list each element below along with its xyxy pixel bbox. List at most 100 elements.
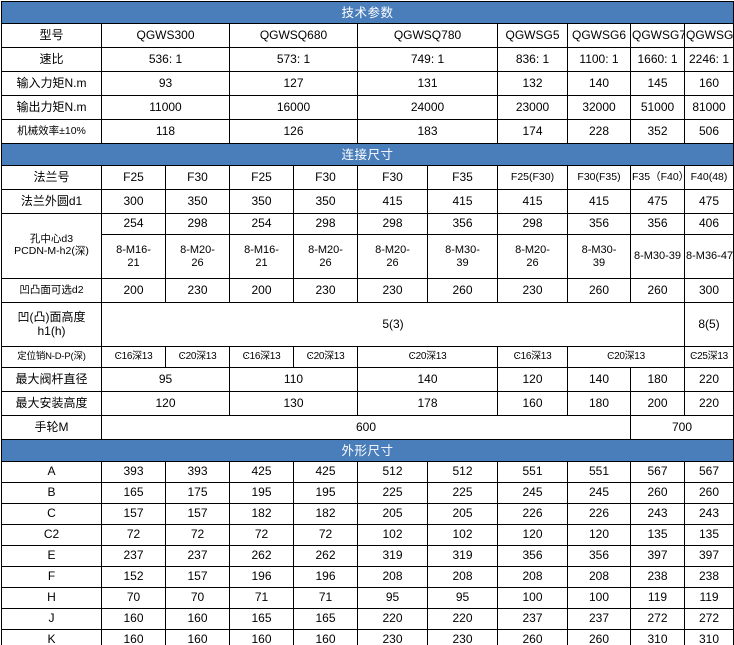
cell-bolt-9: 8-M30-39 <box>630 234 685 279</box>
table-row-max-install-height: 最大安装高度 120 130 178 160 180 200 220 <box>1 391 734 416</box>
cell-dim-A-10: 567 <box>683 461 734 483</box>
cell-flange-no-2: F30 <box>165 165 230 190</box>
row-label-input-torque: 输入力矩N.m <box>1 71 102 96</box>
section-banner-row-outline: 外形尺寸 <box>0 439 734 462</box>
cell-dim-F-3: 196 <box>229 566 294 588</box>
cell-dim-B-8: 245 <box>567 482 631 504</box>
cell-locating-pin-1: Ͼ16深13 <box>101 346 166 368</box>
cell-bolt-6-b: 39 <box>456 256 469 269</box>
cell-bolt-5-b: 26 <box>386 256 399 269</box>
cell-dim-B-5: 225 <box>357 482 428 504</box>
table-row-bolts: 8-M16- 21 8-M20- 26 8-M16- 21 8-M20- 26 … <box>2 234 734 279</box>
row-label-ratio: 速比 <box>1 47 102 72</box>
cell-dim-C-10: 243 <box>683 503 734 525</box>
cell-dim-H-3: 71 <box>229 587 294 609</box>
cell-face-d2-10: 300 <box>683 278 734 303</box>
section-banner-outline: 外形尺寸 <box>0 439 734 462</box>
cell-dim-J-4: 165 <box>293 608 358 630</box>
cell-dim-E-5: 319 <box>357 545 428 567</box>
row-label-dim-F: F <box>1 566 102 588</box>
cell-dim-K-7: 260 <box>497 629 568 645</box>
cell-face-d2-7: 230 <box>497 278 568 303</box>
cell-max-install-height-1: 120 <box>101 391 230 416</box>
row-label-face-height-line2: h1(h) <box>37 323 66 338</box>
cell-dim-J-8: 237 <box>567 608 631 630</box>
row-label-output-torque: 输出力矩N.m <box>1 95 102 120</box>
cell-bolt-6-a: 8-M30- <box>445 244 480 257</box>
cell-flange-no-6: F35 <box>427 165 498 190</box>
table-row-ratio: 速比 536: 1 573: 1 749: 1 836: 1 1100: 1 1… <box>1 47 734 72</box>
cell-bolt-5: 8-M20- 26 <box>357 234 428 279</box>
cell-output-torque-4: 23000 <box>497 95 568 120</box>
table-row-dim-B: B 165 175 195 195 225 225 245 245 260 26… <box>1 482 734 504</box>
cell-efficiency-4: 174 <box>497 119 568 144</box>
cell-dim-E-2: 237 <box>165 545 230 567</box>
cell-model-6: QGWSG7 <box>630 23 685 48</box>
cell-flange-od-6: 415 <box>427 189 498 214</box>
cell-output-torque-2: 16000 <box>229 95 358 120</box>
cell-bolt-2: 8-M20- 26 <box>165 234 230 279</box>
cell-dim-C2-9: 135 <box>630 524 685 546</box>
cell-face-d2-3: 200 <box>229 278 294 303</box>
cell-flange-no-8: F30(F35) <box>567 165 631 190</box>
cell-dim-C2-7: 120 <box>497 524 568 546</box>
cell-max-install-height-4: 160 <box>497 391 568 416</box>
cell-bolt-8-b: 39 <box>592 256 606 269</box>
cell-dim-C2-5: 102 <box>357 524 428 546</box>
cell-face-d2-1: 200 <box>101 278 166 303</box>
cell-dim-C-8: 226 <box>567 503 631 525</box>
cell-bolt-6: 8-M30- 39 <box>427 234 498 279</box>
cell-hole-center-7: 298 <box>497 213 568 235</box>
cell-input-torque-1: 93 <box>101 71 230 96</box>
cell-flange-no-4: F30 <box>293 165 358 190</box>
cell-input-torque-6: 145 <box>630 71 685 96</box>
cell-face-d2-2: 230 <box>165 278 230 303</box>
cell-locating-pin-3: Ͼ16深13 <box>229 346 294 368</box>
row-label-hole-center-line2: PCDN-M-h2(深) <box>14 245 89 257</box>
cell-dim-C-4: 182 <box>293 503 358 525</box>
cell-efficiency-2: 126 <box>229 119 358 144</box>
cell-dim-A-2: 393 <box>165 461 230 483</box>
cell-flange-od-10: 475 <box>683 189 734 214</box>
cell-hole-center-10: 406 <box>683 213 734 235</box>
table-row-face-d2: 凹凸面可选d2 200 230 200 230 230 260 230 260 … <box>1 278 734 303</box>
table-row-model: 型号 QGWS300 QGWSQ680 QGWSQ780 QGWSG5 QGWS… <box>1 23 734 48</box>
cell-ratio-3: 749: 1 <box>357 47 498 72</box>
cell-dim-J-1: 160 <box>101 608 166 630</box>
cell-dim-C-6: 205 <box>427 503 498 525</box>
cell-flange-od-8: 415 <box>567 189 631 214</box>
cell-bolt-4-a: 8-M20- <box>308 244 343 257</box>
cell-dim-E-8: 356 <box>567 545 631 567</box>
cell-dim-A-3: 425 <box>229 461 294 483</box>
row-label-locating-pin: 定位销N-D-P(深) <box>1 346 102 368</box>
cell-dim-C2-2: 72 <box>165 524 230 546</box>
row-label-dim-K: K <box>1 629 102 645</box>
cell-flange-od-4: 350 <box>293 189 358 214</box>
cell-locating-pin-6: Ͼ16深13 <box>497 346 568 368</box>
cell-dim-C-9: 243 <box>630 503 685 525</box>
cell-locating-pin-4: Ͼ20深13 <box>293 346 358 368</box>
cell-hole-center-3: 254 <box>229 213 294 235</box>
cell-hole-center-8: 356 <box>567 213 631 235</box>
cell-bolt-10: 8-M36-47 <box>683 234 734 279</box>
cell-ratio-1: 536: 1 <box>101 47 230 72</box>
cell-output-torque-5: 32000 <box>567 95 631 120</box>
cell-dim-H-10: 119 <box>683 587 734 609</box>
cell-handwheel-2: 700 <box>629 415 734 440</box>
cell-flange-no-9: F35（F40） <box>630 165 685 190</box>
cell-input-torque-4: 132 <box>497 71 568 96</box>
cell-dim-H-5: 95 <box>357 587 428 609</box>
table-row-hole-center-d3: 孔中心d3 PCDN-M-h2(深) 254 298 254 298 298 3… <box>1 213 734 279</box>
cell-model-1: QGWS300 <box>101 23 230 48</box>
cell-flange-od-3: 350 <box>229 189 294 214</box>
cell-dim-J-6: 220 <box>427 608 498 630</box>
cell-dim-A-4: 425 <box>293 461 358 483</box>
cell-max-stem-dia-3: 140 <box>357 367 498 392</box>
cell-ratio-5: 1100: 1 <box>567 47 631 72</box>
cell-dim-F-5: 208 <box>357 566 428 588</box>
row-label-dim-A: A <box>1 461 102 483</box>
row-label-dim-J: J <box>1 608 102 630</box>
cell-dim-E-3: 262 <box>229 545 294 567</box>
